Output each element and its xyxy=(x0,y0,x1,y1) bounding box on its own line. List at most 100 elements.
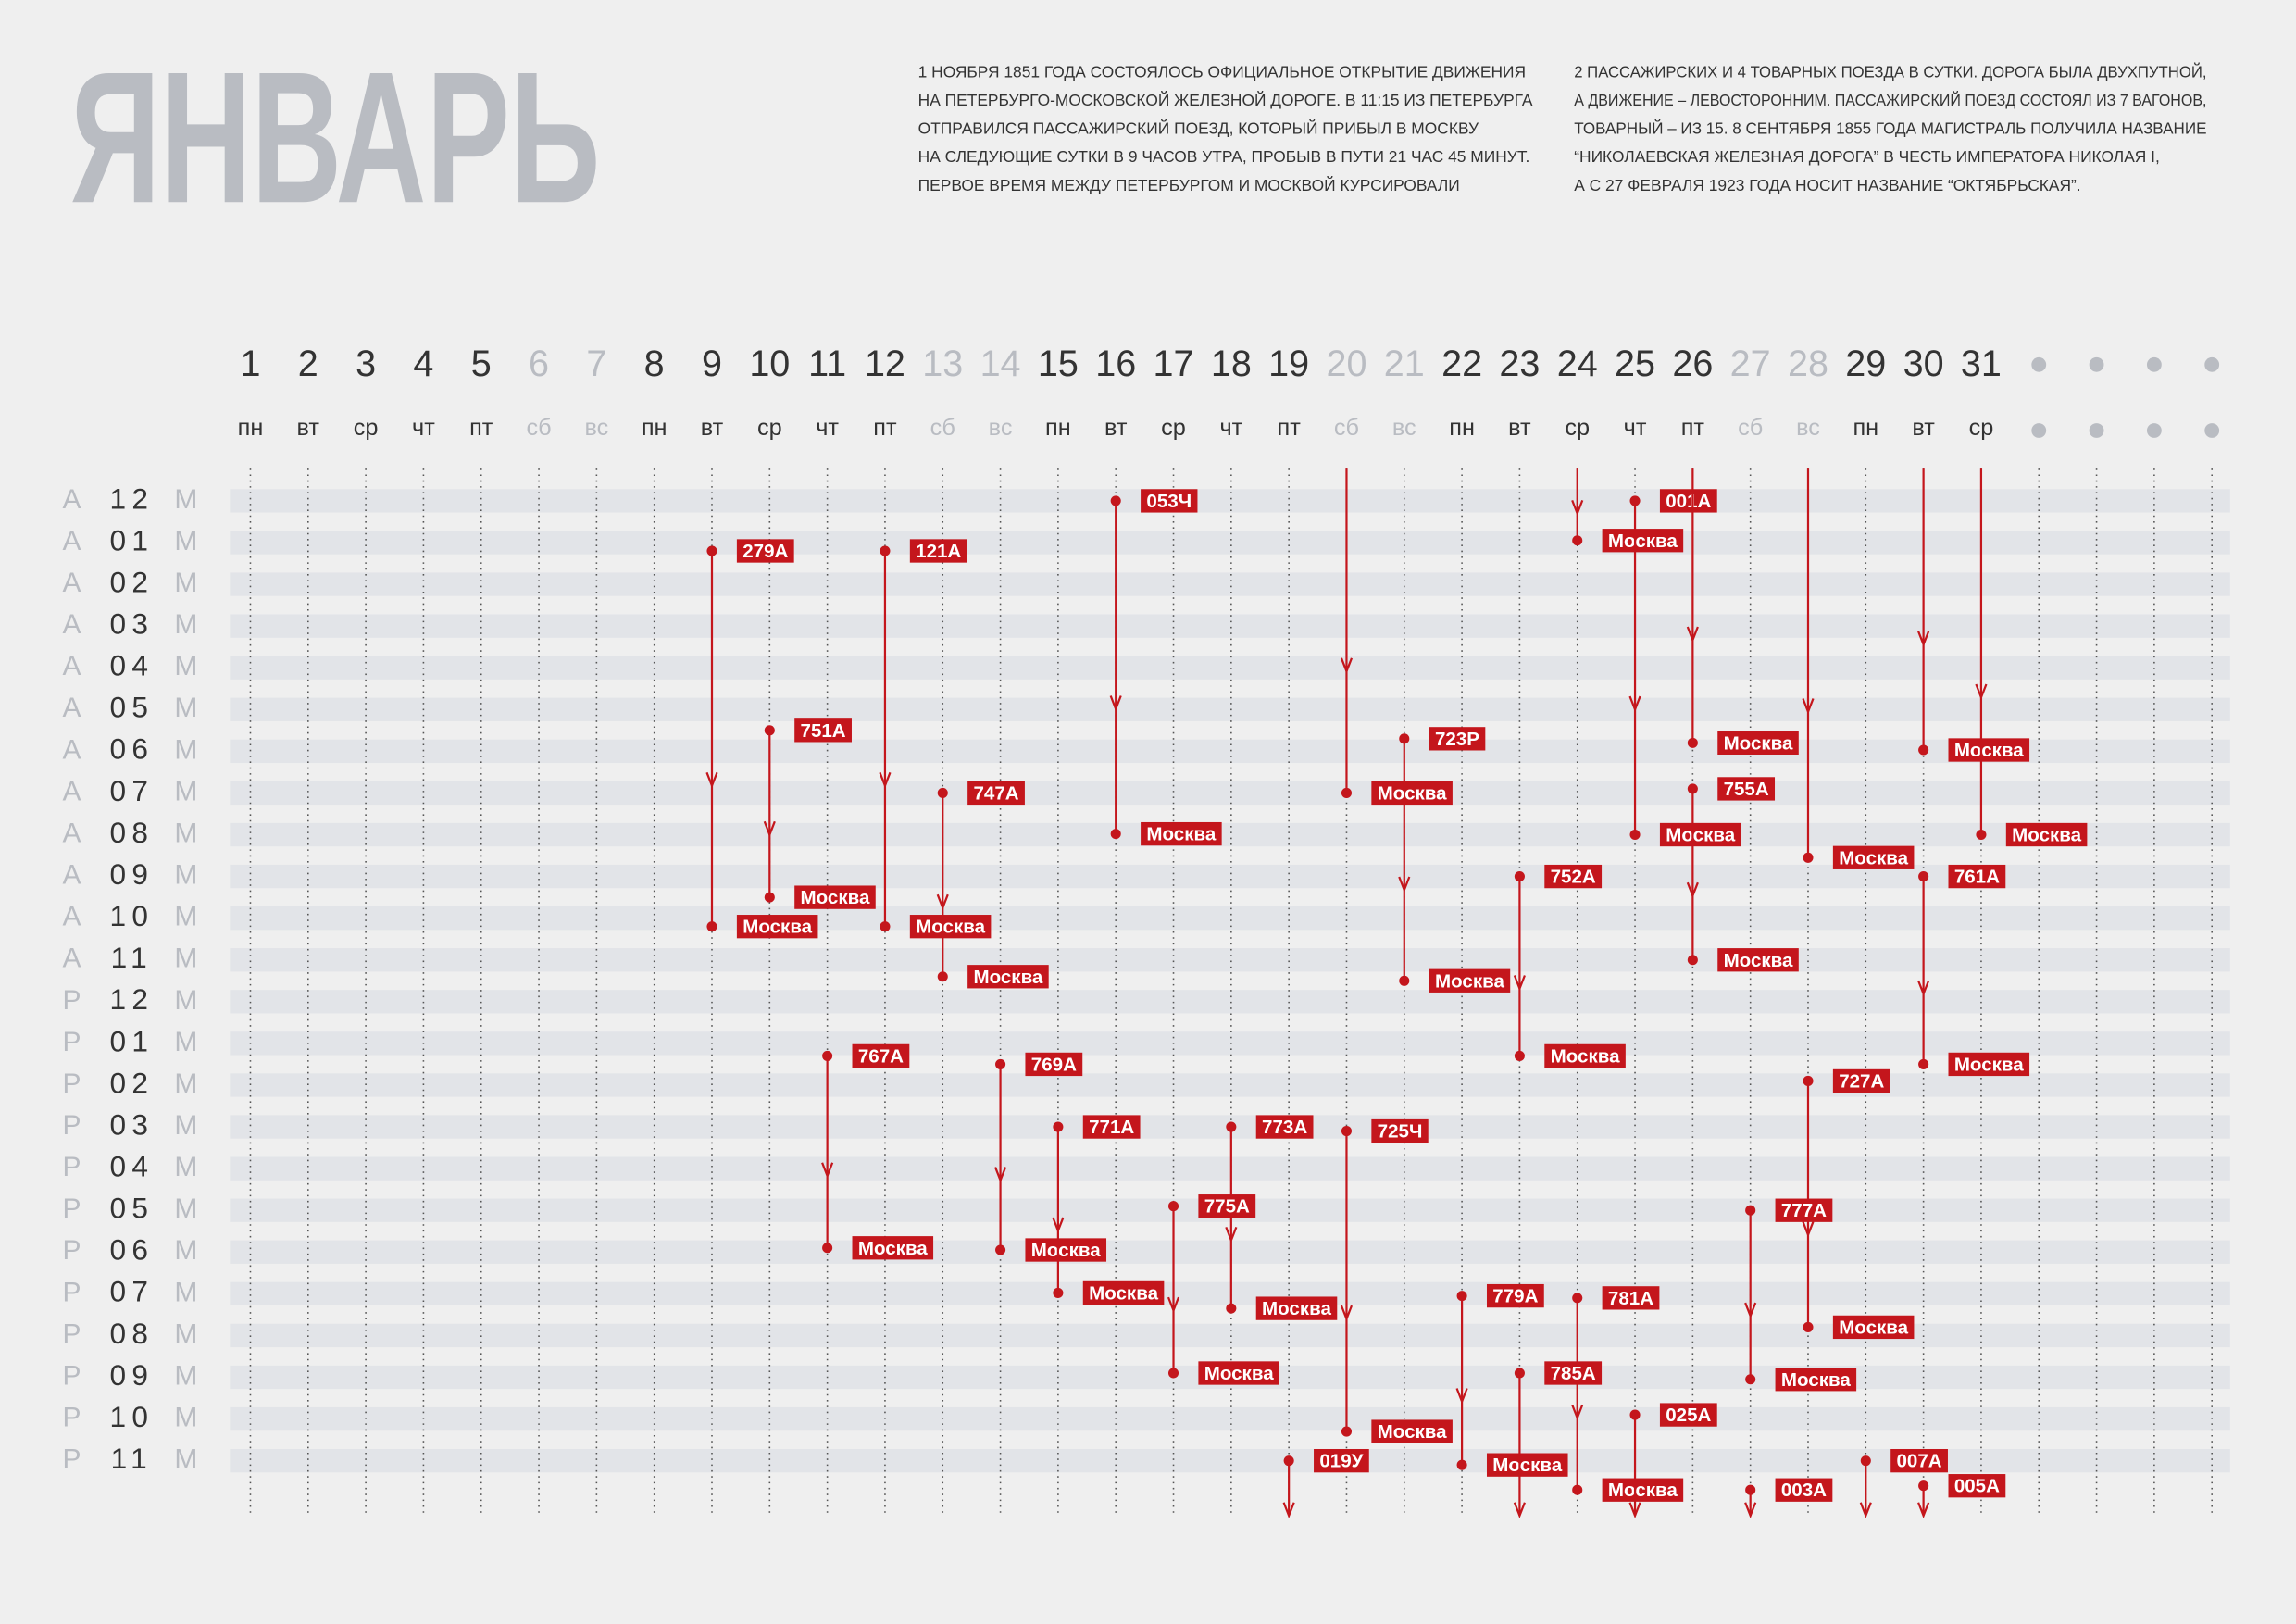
train-number: 752А xyxy=(1551,867,1596,888)
train-arrow xyxy=(1975,683,1988,701)
row-ampm: А xyxy=(62,818,81,848)
arrival-station-box xyxy=(1717,948,1799,972)
row-minute: М xyxy=(174,651,197,681)
train-number-box xyxy=(1082,1115,1141,1139)
train-number-box xyxy=(1429,727,1486,751)
placeholder-dot xyxy=(2204,423,2220,438)
row-stripe xyxy=(230,1031,2230,1056)
train-arrival xyxy=(1745,1374,1756,1385)
train-arrival xyxy=(1456,1459,1467,1470)
day-number: 25 xyxy=(1615,344,1655,384)
row-ampm: Р xyxy=(62,1403,81,1433)
row-minute: М xyxy=(174,985,197,1016)
train-arrival xyxy=(1053,1287,1064,1298)
arrival-station: Москва xyxy=(916,917,985,938)
arrival-station: Москва xyxy=(1724,732,1793,754)
day-number: 20 xyxy=(1326,344,1366,384)
train-departure xyxy=(764,725,775,736)
row-ampm: А xyxy=(62,902,81,932)
train-number: 775А xyxy=(1204,1196,1250,1218)
row-stripe xyxy=(230,572,2230,596)
train-departure xyxy=(822,1050,833,1061)
row-minute: М xyxy=(174,609,197,640)
arrival-station-box xyxy=(1717,731,1799,756)
row-hour: 06 xyxy=(109,732,154,766)
train-arrow xyxy=(1917,1502,1930,1519)
day-number: 12 xyxy=(865,344,905,384)
train-number-box xyxy=(794,718,852,743)
row-minute: М xyxy=(174,1110,197,1141)
train-number: 723Р xyxy=(1435,729,1479,750)
arrival-station-box xyxy=(1025,1238,1107,1262)
row-hour: 03 xyxy=(109,1107,154,1141)
arrival-station-box xyxy=(1602,529,1684,553)
train-arrival xyxy=(1341,787,1353,798)
train-arrow xyxy=(1628,695,1641,713)
train-number: 001А xyxy=(1666,491,1711,512)
row-hour: 11 xyxy=(111,941,153,974)
train-departure xyxy=(1167,1201,1179,1212)
arrival-station-box xyxy=(967,965,1049,989)
arrival-station-box xyxy=(909,915,992,939)
day-weekday: вт xyxy=(701,415,724,441)
day-weekday: пт xyxy=(873,415,897,441)
train-arrow xyxy=(1513,975,1526,992)
row-minute: М xyxy=(174,1318,197,1349)
day-number: 21 xyxy=(1384,344,1425,384)
arrival-station: Москва xyxy=(1146,824,1216,845)
day-weekday: вт xyxy=(297,415,320,441)
train-departure xyxy=(1745,1205,1756,1216)
row-stripe xyxy=(230,1281,2230,1306)
train-departure xyxy=(1803,1075,1814,1086)
arrival-station: Москва xyxy=(973,967,1042,988)
train-arrow xyxy=(763,820,776,838)
train-number: 781А xyxy=(1608,1288,1653,1309)
day-number: 29 xyxy=(1845,344,1886,384)
train-arrival xyxy=(1803,852,1814,863)
row-minute: М xyxy=(174,568,197,598)
day-weekday: сб xyxy=(526,415,551,441)
train-number: 727А xyxy=(1839,1070,1884,1092)
day-weekday: пн xyxy=(238,415,264,441)
row-minute: М xyxy=(174,1027,197,1057)
train-departure xyxy=(995,1058,1006,1069)
day-weekday: пт xyxy=(1278,415,1302,441)
train-arrival xyxy=(1226,1303,1237,1314)
day-number: 4 xyxy=(413,344,433,384)
row-stripe xyxy=(230,1323,2230,1348)
day-weekday: ср xyxy=(1565,415,1590,441)
day-number: 28 xyxy=(1788,344,1828,384)
train-number-box xyxy=(852,1043,910,1068)
intro-line: “НИКОЛАЕВСКАЯ ЖЕЛЕЗНАЯ ДОРОГА” В ЧЕСТЬ И… xyxy=(1574,147,2160,166)
train-number: 779А xyxy=(1492,1286,1538,1307)
train-number-box xyxy=(736,539,794,563)
day-number: 18 xyxy=(1211,344,1252,384)
train-arrival xyxy=(1341,1426,1353,1437)
row-minute: М xyxy=(174,1068,197,1099)
row-ampm: Р xyxy=(62,1235,81,1266)
day-weekday: вс xyxy=(1796,415,1820,441)
row-hour: 10 xyxy=(109,899,154,932)
intro-line: НА СЛЕДУЮЩИЕ СУТКИ В 9 ЧАСОВ УТРА, ПРОБЫ… xyxy=(918,147,1530,166)
train-number-box xyxy=(909,539,967,563)
arrival-station: Москва xyxy=(1666,825,1735,846)
train-arrow xyxy=(1744,1502,1757,1519)
arrival-station-box xyxy=(1082,1280,1165,1305)
day-weekday: вт xyxy=(1104,415,1128,441)
row-hour: 08 xyxy=(109,816,154,849)
day-weekday: вс xyxy=(989,415,1013,441)
train-number: 751А xyxy=(801,720,846,742)
day-number: 13 xyxy=(922,344,963,384)
row-hour: 01 xyxy=(109,1024,154,1057)
row-ampm: Р xyxy=(62,1318,81,1349)
train-arrow xyxy=(1744,1302,1757,1319)
row-ampm: А xyxy=(62,943,81,974)
day-weekday: ср xyxy=(1969,415,1994,441)
day-number: 30 xyxy=(1903,344,1944,384)
train-departure xyxy=(1226,1121,1237,1132)
train-arrival xyxy=(1687,737,1698,748)
row-hour: 08 xyxy=(109,1317,154,1350)
row-minute: М xyxy=(174,1360,197,1391)
train-number-box xyxy=(1544,864,1603,889)
train-arrival xyxy=(706,921,718,932)
